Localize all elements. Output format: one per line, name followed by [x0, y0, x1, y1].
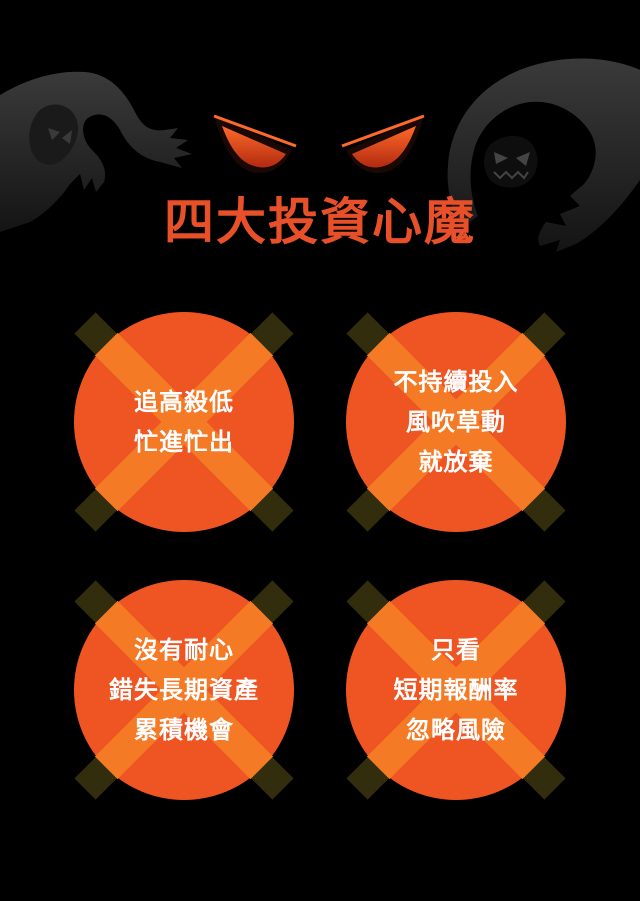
cross-icon	[346, 312, 566, 532]
card-line: 只看	[431, 636, 481, 664]
monster-right-icon	[447, 58, 640, 253]
card-line: 累積機會	[134, 716, 234, 744]
angry-eyes-icon	[213, 114, 425, 174]
card-line: 不持續投入	[393, 368, 519, 396]
demon-card-3: 沒有耐心 錯失長期資產 累積機會	[64, 570, 304, 810]
cross-icon	[346, 580, 566, 800]
card-line: 忙進忙出	[134, 428, 234, 456]
card-line: 錯失長期資產	[109, 676, 259, 704]
card-line: 就放棄	[418, 448, 494, 476]
card-line: 忽略風險	[406, 716, 506, 744]
card-line: 追高殺低	[134, 388, 234, 416]
card-line: 沒有耐心	[134, 636, 234, 664]
card-line: 風吹草動	[406, 408, 506, 436]
monster-left-icon	[0, 71, 192, 233]
demon-card-1: 追高殺低 忙進忙出	[64, 302, 304, 542]
demon-card-4: 只看 短期報酬率 忽略風險	[336, 570, 576, 810]
cross-icon	[74, 580, 294, 800]
monster-decoration	[0, 58, 640, 253]
demon-card-2: 不持續投入 風吹草動 就放棄	[336, 302, 576, 542]
card-line: 短期報酬率	[393, 676, 519, 704]
page-title: 四大投資心魔	[164, 193, 476, 251]
cross-icon	[74, 312, 294, 532]
